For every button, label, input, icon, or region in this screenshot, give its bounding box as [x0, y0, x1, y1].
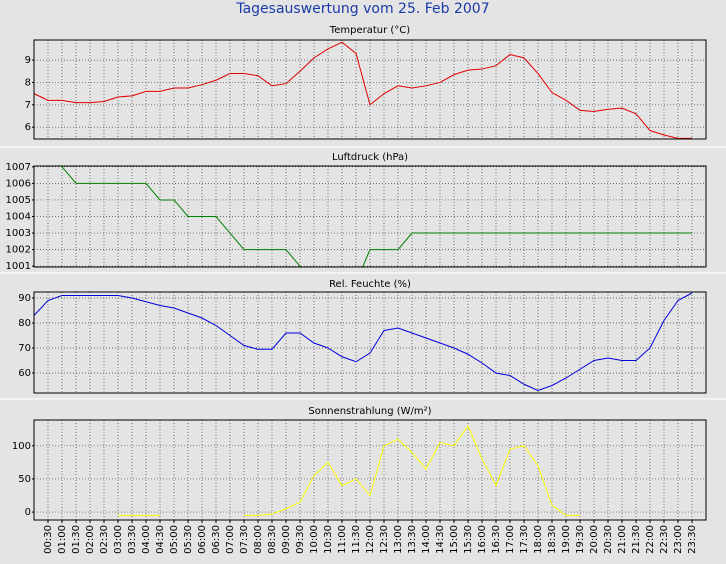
x-tick-label: 08:30: [267, 525, 278, 554]
x-tick-label: 19:00: [561, 525, 572, 554]
y-tick-label: 1003: [6, 228, 31, 239]
x-tick-label: 02:30: [99, 525, 110, 554]
x-tick-label: 11:30: [351, 525, 362, 554]
x-tick-label: 17:30: [519, 525, 530, 554]
data-line: [34, 292, 693, 392]
x-tick-label: 21:30: [631, 525, 642, 554]
x-tick-label: 10:00: [309, 525, 320, 554]
x-tick-label: 04:00: [141, 525, 152, 554]
y-tick-label: 70: [18, 343, 31, 354]
chart-title: Temperatur (°C): [329, 25, 410, 36]
x-tick-label: 01:00: [57, 525, 68, 554]
x-tick-label: 07:30: [239, 525, 250, 554]
page-title: Tagesauswertung vom 25. Feb 2007: [235, 1, 489, 17]
y-tick-label: 9: [25, 55, 31, 66]
x-tick-label: 16:30: [491, 525, 502, 554]
x-tick-label: 21:00: [617, 525, 628, 554]
y-tick-label: 1006: [6, 178, 31, 189]
x-tick-label: 09:30: [295, 525, 306, 554]
plot-frame: [33, 165, 707, 268]
y-tick-label: 100: [12, 441, 31, 452]
y-tick-label: 1001: [6, 261, 31, 272]
x-tick-label: 13:00: [393, 525, 404, 554]
chart-title: Luftdruck (hPa): [332, 152, 408, 163]
x-tick-label: 12:00: [365, 525, 376, 554]
y-tick-label: 1002: [6, 245, 31, 256]
x-tick-label: 04:30: [155, 525, 166, 554]
x-tick-label: 07:00: [225, 525, 236, 554]
y-tick-label: 0: [25, 507, 31, 518]
y-tick-label: 90: [18, 293, 31, 304]
x-tick-label: 08:00: [253, 525, 264, 554]
x-tick-label: 12:30: [379, 525, 390, 554]
chart-title: Sonnenstrahlung (W/m²): [308, 406, 431, 417]
x-tick-label: 16:00: [477, 525, 488, 554]
x-tick-label: 18:00: [533, 525, 544, 554]
x-tick-label: 05:30: [183, 525, 194, 554]
chart-title: Rel. Feuchte (%): [329, 279, 411, 290]
x-tick-label: 01:30: [71, 525, 82, 554]
x-tick-label: 23:30: [687, 525, 698, 554]
x-tick-label: 05:00: [169, 525, 180, 554]
x-tick-label: 02:00: [85, 525, 96, 554]
y-tick-label: 6: [25, 122, 31, 133]
x-tick-label: 00:30: [43, 525, 54, 554]
x-tick-label: 19:30: [575, 525, 586, 554]
x-tick-label: 13:30: [407, 525, 418, 554]
plot-frame: [33, 39, 707, 140]
x-tick-label: 18:30: [547, 525, 558, 554]
x-tick-label: 14:30: [435, 525, 446, 554]
x-tick-label: 15:30: [463, 525, 474, 554]
x-tick-label: 22:30: [659, 525, 670, 554]
y-tick-label: 1004: [6, 212, 31, 223]
x-tick-label: 23:00: [673, 525, 684, 554]
x-tick-label: 03:00: [113, 525, 124, 554]
y-tick-label: 1005: [6, 195, 31, 206]
x-tick-label: 20:00: [589, 525, 600, 554]
x-tick-label: 09:00: [281, 525, 292, 554]
y-tick-label: 60: [18, 368, 31, 379]
x-tick-label: 20:30: [603, 525, 614, 554]
data-line: [60, 166, 692, 267]
y-tick-label: 8: [25, 77, 31, 88]
x-tick-label: 06:30: [211, 525, 222, 554]
y-tick-label: 7: [25, 100, 31, 111]
x-tick-label: 06:00: [197, 525, 208, 554]
y-tick-label: 80: [18, 318, 31, 329]
x-tick-label: 17:00: [505, 525, 516, 554]
x-tick-label: 03:30: [127, 525, 138, 554]
data-line: [34, 41, 692, 139]
y-tick-label: 50: [18, 474, 31, 485]
x-tick-label: 22:00: [645, 525, 656, 554]
x-tick-label: 14:00: [421, 525, 432, 554]
data-line: [118, 424, 580, 516]
x-tick-label: 15:00: [449, 525, 460, 554]
y-tick-label: 1007: [6, 162, 31, 173]
plot-frame: [33, 291, 707, 394]
x-tick-label: 11:00: [337, 525, 348, 554]
x-tick-label: 10:30: [323, 525, 334, 554]
